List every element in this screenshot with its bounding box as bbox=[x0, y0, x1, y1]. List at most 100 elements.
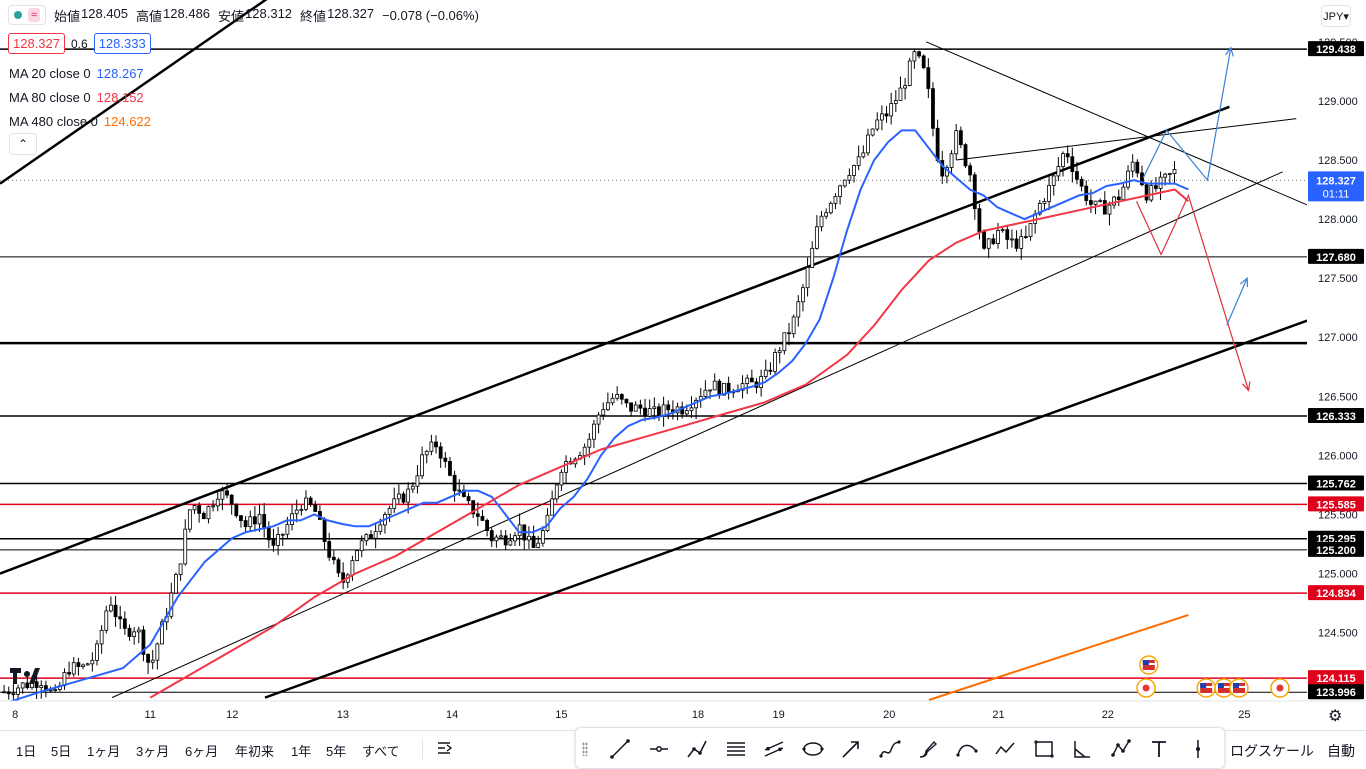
candle-body bbox=[554, 484, 559, 500]
current-price-label: 128.327 bbox=[1316, 175, 1356, 187]
candle-body bbox=[378, 524, 383, 532]
spread-value: 0.6 bbox=[71, 36, 88, 51]
trend-line-icon[interactable] bbox=[606, 735, 634, 763]
candle-body bbox=[1014, 238, 1019, 249]
ellipse-icon[interactable] bbox=[799, 735, 827, 763]
candle-body bbox=[875, 119, 880, 130]
bottom-toolbar: 1日 5日 1ヶ月 3ヶ月 6ヶ月 年初来 1年 5年 すべて ログスケール 自… bbox=[0, 727, 1366, 769]
polyline-icon[interactable] bbox=[683, 735, 711, 763]
ohlc-low-value: 128.312 bbox=[245, 5, 293, 21]
goto-date-icon[interactable] bbox=[436, 740, 454, 759]
price-chart[interactable]: 129.500129.000128.500128.000127.500127.0… bbox=[0, 0, 1366, 730]
level-price-label: 127.680 bbox=[1316, 252, 1356, 264]
log-scale-toggle[interactable]: ログスケール bbox=[1230, 743, 1314, 759]
candle-body bbox=[225, 490, 229, 496]
candle-body bbox=[81, 664, 85, 668]
drag-handle-icon[interactable] bbox=[582, 742, 588, 756]
y-tick-label: 125.500 bbox=[1318, 509, 1358, 521]
candle-body bbox=[847, 175, 852, 181]
candle-body bbox=[187, 509, 192, 530]
range-all-button[interactable]: すべて bbox=[362, 744, 400, 759]
candle-body bbox=[109, 604, 113, 612]
range-ytd-button[interactable]: 年初来 bbox=[235, 744, 275, 759]
buy-button[interactable]: 128.333 bbox=[93, 33, 151, 54]
us-event-icon[interactable] bbox=[1229, 678, 1249, 698]
candle-body bbox=[513, 535, 517, 542]
currency-selector[interactable]: JPY▾ bbox=[1321, 5, 1351, 27]
candle-body bbox=[457, 489, 462, 492]
candle-body bbox=[132, 631, 137, 637]
us-event-icon[interactable] bbox=[1139, 655, 1159, 675]
arrow-icon[interactable] bbox=[837, 735, 865, 763]
symbol-visibility-toggle[interactable]: ≈ bbox=[8, 5, 46, 25]
candle-body bbox=[996, 230, 1000, 245]
candle-body bbox=[763, 369, 768, 377]
indicator-ma480[interactable]: MA 480 close 0 124.622 bbox=[9, 114, 151, 129]
auto-scale-toggle[interactable]: 自動 bbox=[1327, 743, 1355, 759]
projection-arrow-rebound bbox=[1226, 277, 1248, 326]
x-tick-label: 12 bbox=[226, 709, 238, 721]
level-price-label: 125.585 bbox=[1316, 499, 1356, 511]
range-3m-button[interactable]: 3ヶ月 bbox=[136, 744, 170, 759]
candle-body bbox=[336, 559, 341, 574]
jp-event-icon[interactable] bbox=[1136, 678, 1156, 698]
candle-body bbox=[1047, 184, 1051, 202]
candle-body bbox=[1010, 238, 1014, 241]
candle-body bbox=[25, 682, 30, 689]
candle-body bbox=[717, 380, 722, 396]
candle-body bbox=[819, 215, 824, 228]
us-event-icon[interactable] bbox=[1196, 678, 1216, 698]
indicator-ma480-label: MA 480 close 0 bbox=[9, 114, 98, 129]
candle-body bbox=[322, 519, 327, 542]
range-1y-button[interactable]: 1年 bbox=[291, 744, 312, 759]
horizontal-lines-icon[interactable] bbox=[722, 735, 750, 763]
x-tick-label: 11 bbox=[145, 709, 156, 721]
level-price-tag bbox=[1308, 408, 1364, 424]
indicator-ma20[interactable]: MA 20 close 0 128.267 bbox=[9, 66, 144, 81]
range-6m-button[interactable]: 6ヶ月 bbox=[185, 744, 219, 759]
y-tick-label: 124.500 bbox=[1318, 628, 1358, 640]
angle-icon[interactable] bbox=[1068, 735, 1096, 763]
rectangle-icon[interactable] bbox=[1030, 735, 1058, 763]
range-1m-button[interactable]: 1ヶ月 bbox=[87, 744, 121, 759]
indicator-ma80[interactable]: MA 80 close 0 128.152 bbox=[9, 90, 144, 105]
parallel-channel-icon[interactable] bbox=[760, 735, 788, 763]
collapse-legend-button[interactable]: ⌃ bbox=[9, 133, 37, 155]
candle-body bbox=[652, 406, 657, 409]
path-icon[interactable] bbox=[876, 735, 904, 763]
gear-icon[interactable]: ⚙ bbox=[1328, 708, 1343, 725]
projection-arrow-down-head bbox=[1241, 381, 1251, 392]
range-1d-button[interactable]: 1日 bbox=[16, 744, 37, 759]
curve-icon[interactable] bbox=[953, 735, 981, 763]
candle-body bbox=[71, 662, 76, 675]
candle-body bbox=[629, 402, 633, 412]
flag-canton bbox=[1142, 660, 1149, 665]
pattern-icon[interactable] bbox=[1107, 735, 1135, 763]
jp-event-icon[interactable] bbox=[1270, 678, 1290, 698]
candle-body bbox=[136, 629, 141, 633]
candle-body bbox=[331, 556, 336, 561]
level-price-tag bbox=[1308, 670, 1364, 686]
trend-line bbox=[111, 171, 1283, 699]
candle-body bbox=[712, 380, 717, 391]
candle-body bbox=[150, 659, 155, 663]
candle-body bbox=[146, 654, 150, 663]
zigzag-icon[interactable] bbox=[991, 735, 1019, 763]
horizontal-ray-icon[interactable] bbox=[645, 735, 673, 763]
candle-body bbox=[192, 505, 197, 511]
candle-body bbox=[1023, 236, 1028, 238]
candle-body bbox=[907, 60, 912, 86]
range-5y-button[interactable]: 5年 bbox=[326, 744, 347, 759]
brush-icon[interactable] bbox=[914, 735, 942, 763]
sell-button[interactable]: 128.327 bbox=[8, 33, 65, 54]
candle-body bbox=[34, 681, 39, 688]
text-icon[interactable] bbox=[1145, 735, 1173, 763]
candle-body bbox=[122, 618, 127, 629]
vertical-line-icon[interactable] bbox=[1184, 735, 1212, 763]
candle-body bbox=[508, 540, 513, 546]
flag-canton bbox=[1217, 683, 1224, 688]
candle-body bbox=[921, 55, 926, 69]
candle-body bbox=[684, 410, 689, 415]
range-5d-button[interactable]: 5日 bbox=[51, 744, 72, 759]
level-price-label: 125.762 bbox=[1316, 479, 1356, 491]
